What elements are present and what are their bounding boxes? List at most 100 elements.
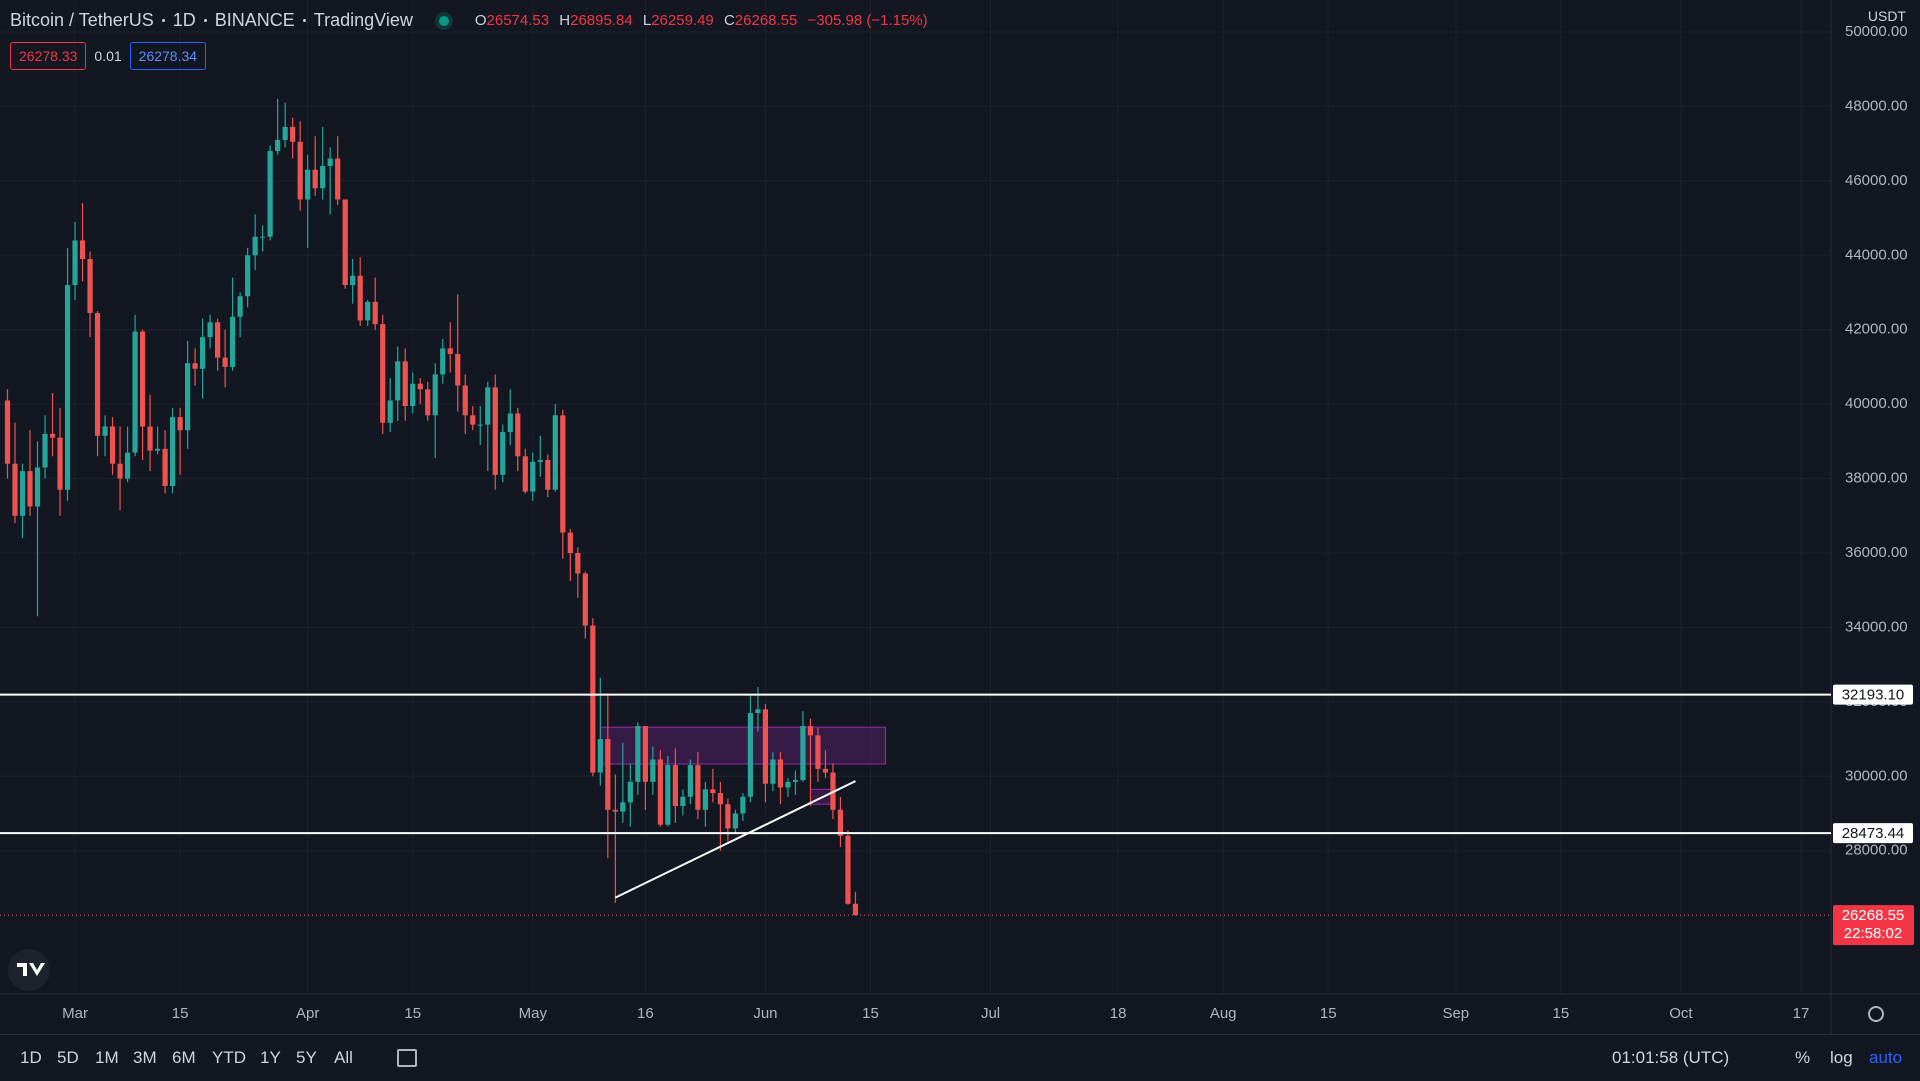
candle-body bbox=[680, 796, 686, 807]
change: −305.98 (−1.15%) bbox=[807, 12, 928, 29]
candle-body bbox=[154, 448, 161, 451]
level-tag bbox=[1833, 684, 1913, 705]
candle-body bbox=[650, 759, 656, 782]
ohlc-value: 26574.53 bbox=[486, 12, 550, 29]
candle-body bbox=[447, 348, 453, 354]
x-tick-label: Mar bbox=[62, 1005, 88, 1022]
currency[interactable]: USDT bbox=[1867, 8, 1906, 24]
candle-body bbox=[822, 768, 829, 773]
candle-body bbox=[72, 240, 78, 286]
range-button[interactable]: 1Y bbox=[260, 1048, 281, 1067]
candle-body bbox=[425, 389, 431, 416]
candle-body bbox=[455, 353, 461, 386]
candle-body bbox=[297, 141, 303, 200]
ohlc-value: 26268.55 bbox=[734, 12, 798, 29]
candle-body bbox=[702, 789, 708, 810]
ohlc-label: C bbox=[723, 12, 735, 29]
range-button[interactable]: 5D bbox=[57, 1048, 79, 1067]
candle-body bbox=[582, 573, 588, 626]
range-button[interactable]: 1M bbox=[95, 1048, 119, 1067]
sell-button[interactable]: 26278.33 bbox=[10, 42, 87, 70]
candle-body bbox=[372, 301, 378, 325]
range-button[interactable]: 1D bbox=[20, 1048, 42, 1067]
candle-body bbox=[635, 726, 641, 782]
range-button[interactable]: 6M bbox=[172, 1048, 196, 1067]
candle-body bbox=[237, 296, 243, 317]
x-tick-label: 15 bbox=[1553, 1005, 1570, 1022]
candle-body bbox=[740, 796, 746, 814]
candle-body bbox=[642, 726, 648, 782]
interval: 1D bbox=[172, 10, 196, 30]
candle-body bbox=[672, 765, 678, 807]
candle-body bbox=[57, 437, 63, 490]
candle-body bbox=[282, 126, 288, 140]
range-button[interactable]: 3M bbox=[133, 1048, 157, 1067]
candle-body bbox=[567, 532, 573, 554]
candle-body bbox=[320, 165, 326, 189]
candle-body bbox=[665, 765, 671, 825]
candle-body bbox=[342, 199, 348, 286]
x-tick-label: Jul bbox=[981, 1005, 1000, 1022]
candle-body bbox=[695, 765, 701, 810]
candle-body bbox=[185, 363, 191, 431]
candle-body bbox=[755, 709, 761, 714]
candle-body bbox=[162, 448, 168, 487]
candle-body bbox=[200, 337, 206, 369]
candle-body bbox=[327, 158, 333, 166]
candle-body bbox=[79, 240, 86, 260]
buy-button[interactable]: 26278.34 bbox=[129, 42, 207, 70]
candle-body bbox=[815, 735, 821, 769]
y-tick-label: 48000.00 bbox=[1845, 97, 1908, 114]
range-button[interactable]: 5Y bbox=[296, 1048, 317, 1067]
x-tick-label: 18 bbox=[1110, 1005, 1127, 1022]
candle-body bbox=[687, 765, 693, 797]
candle-body bbox=[312, 169, 318, 189]
x-tick-label: 17 bbox=[1793, 1005, 1810, 1022]
candle-body bbox=[380, 324, 386, 423]
countdown: 22:58:02 bbox=[1844, 925, 1902, 942]
candle-body bbox=[207, 322, 213, 338]
candle-body bbox=[267, 151, 273, 237]
candle-body bbox=[94, 312, 101, 436]
candle-body bbox=[747, 713, 754, 797]
candle-body bbox=[777, 759, 784, 788]
y-tick-label: 28000.00 bbox=[1845, 842, 1908, 859]
candle-body bbox=[192, 363, 198, 369]
candle-body bbox=[132, 331, 138, 453]
y-tick-label: 42000.00 bbox=[1845, 321, 1908, 338]
candle-body bbox=[477, 424, 483, 426]
clock: 01:01:58 (UTC) bbox=[1612, 1048, 1730, 1067]
range-button[interactable]: All bbox=[334, 1048, 353, 1067]
candle-body bbox=[417, 383, 423, 390]
candle-body bbox=[245, 255, 251, 297]
status-dot bbox=[438, 15, 449, 26]
price-tag bbox=[1833, 905, 1914, 946]
scale-option[interactable]: log bbox=[1830, 1048, 1853, 1067]
candle-body bbox=[402, 361, 408, 407]
source: TradingView bbox=[313, 10, 413, 30]
candle-body bbox=[807, 726, 814, 736]
current-price: 26268.55 bbox=[1842, 907, 1905, 924]
candle-body bbox=[387, 400, 393, 423]
x-tick-label: Aug bbox=[1210, 1005, 1237, 1022]
settings-icon bbox=[1868, 1006, 1884, 1022]
y-tick-label: 36000.00 bbox=[1845, 544, 1908, 561]
candle-body bbox=[560, 415, 566, 533]
candle-body bbox=[19, 471, 26, 516]
y-tick-label: 46000.00 bbox=[1845, 172, 1908, 189]
date-range-icon[interactable] bbox=[397, 1049, 417, 1067]
range-button[interactable]: YTD bbox=[212, 1048, 246, 1067]
bottom-toolbar: 01:01:58 (UTC) 1D 5D 1M 3M 6M YTD 1Y 5Y All% log a… bbox=[0, 1034, 1920, 1081]
candle-body bbox=[500, 432, 506, 475]
candle-body bbox=[260, 236, 266, 238]
candle-body bbox=[305, 169, 311, 200]
scale-option[interactable]: auto bbox=[1869, 1048, 1903, 1067]
x-tick-label: Sep bbox=[1442, 1005, 1469, 1022]
candle-body bbox=[545, 459, 551, 490]
x-tick-label: 15 bbox=[1320, 1005, 1337, 1022]
candle-body bbox=[725, 804, 731, 829]
scale-option[interactable]: % bbox=[1795, 1048, 1811, 1067]
candle-body bbox=[462, 385, 468, 416]
x-tick-label: Jun bbox=[753, 1005, 777, 1022]
